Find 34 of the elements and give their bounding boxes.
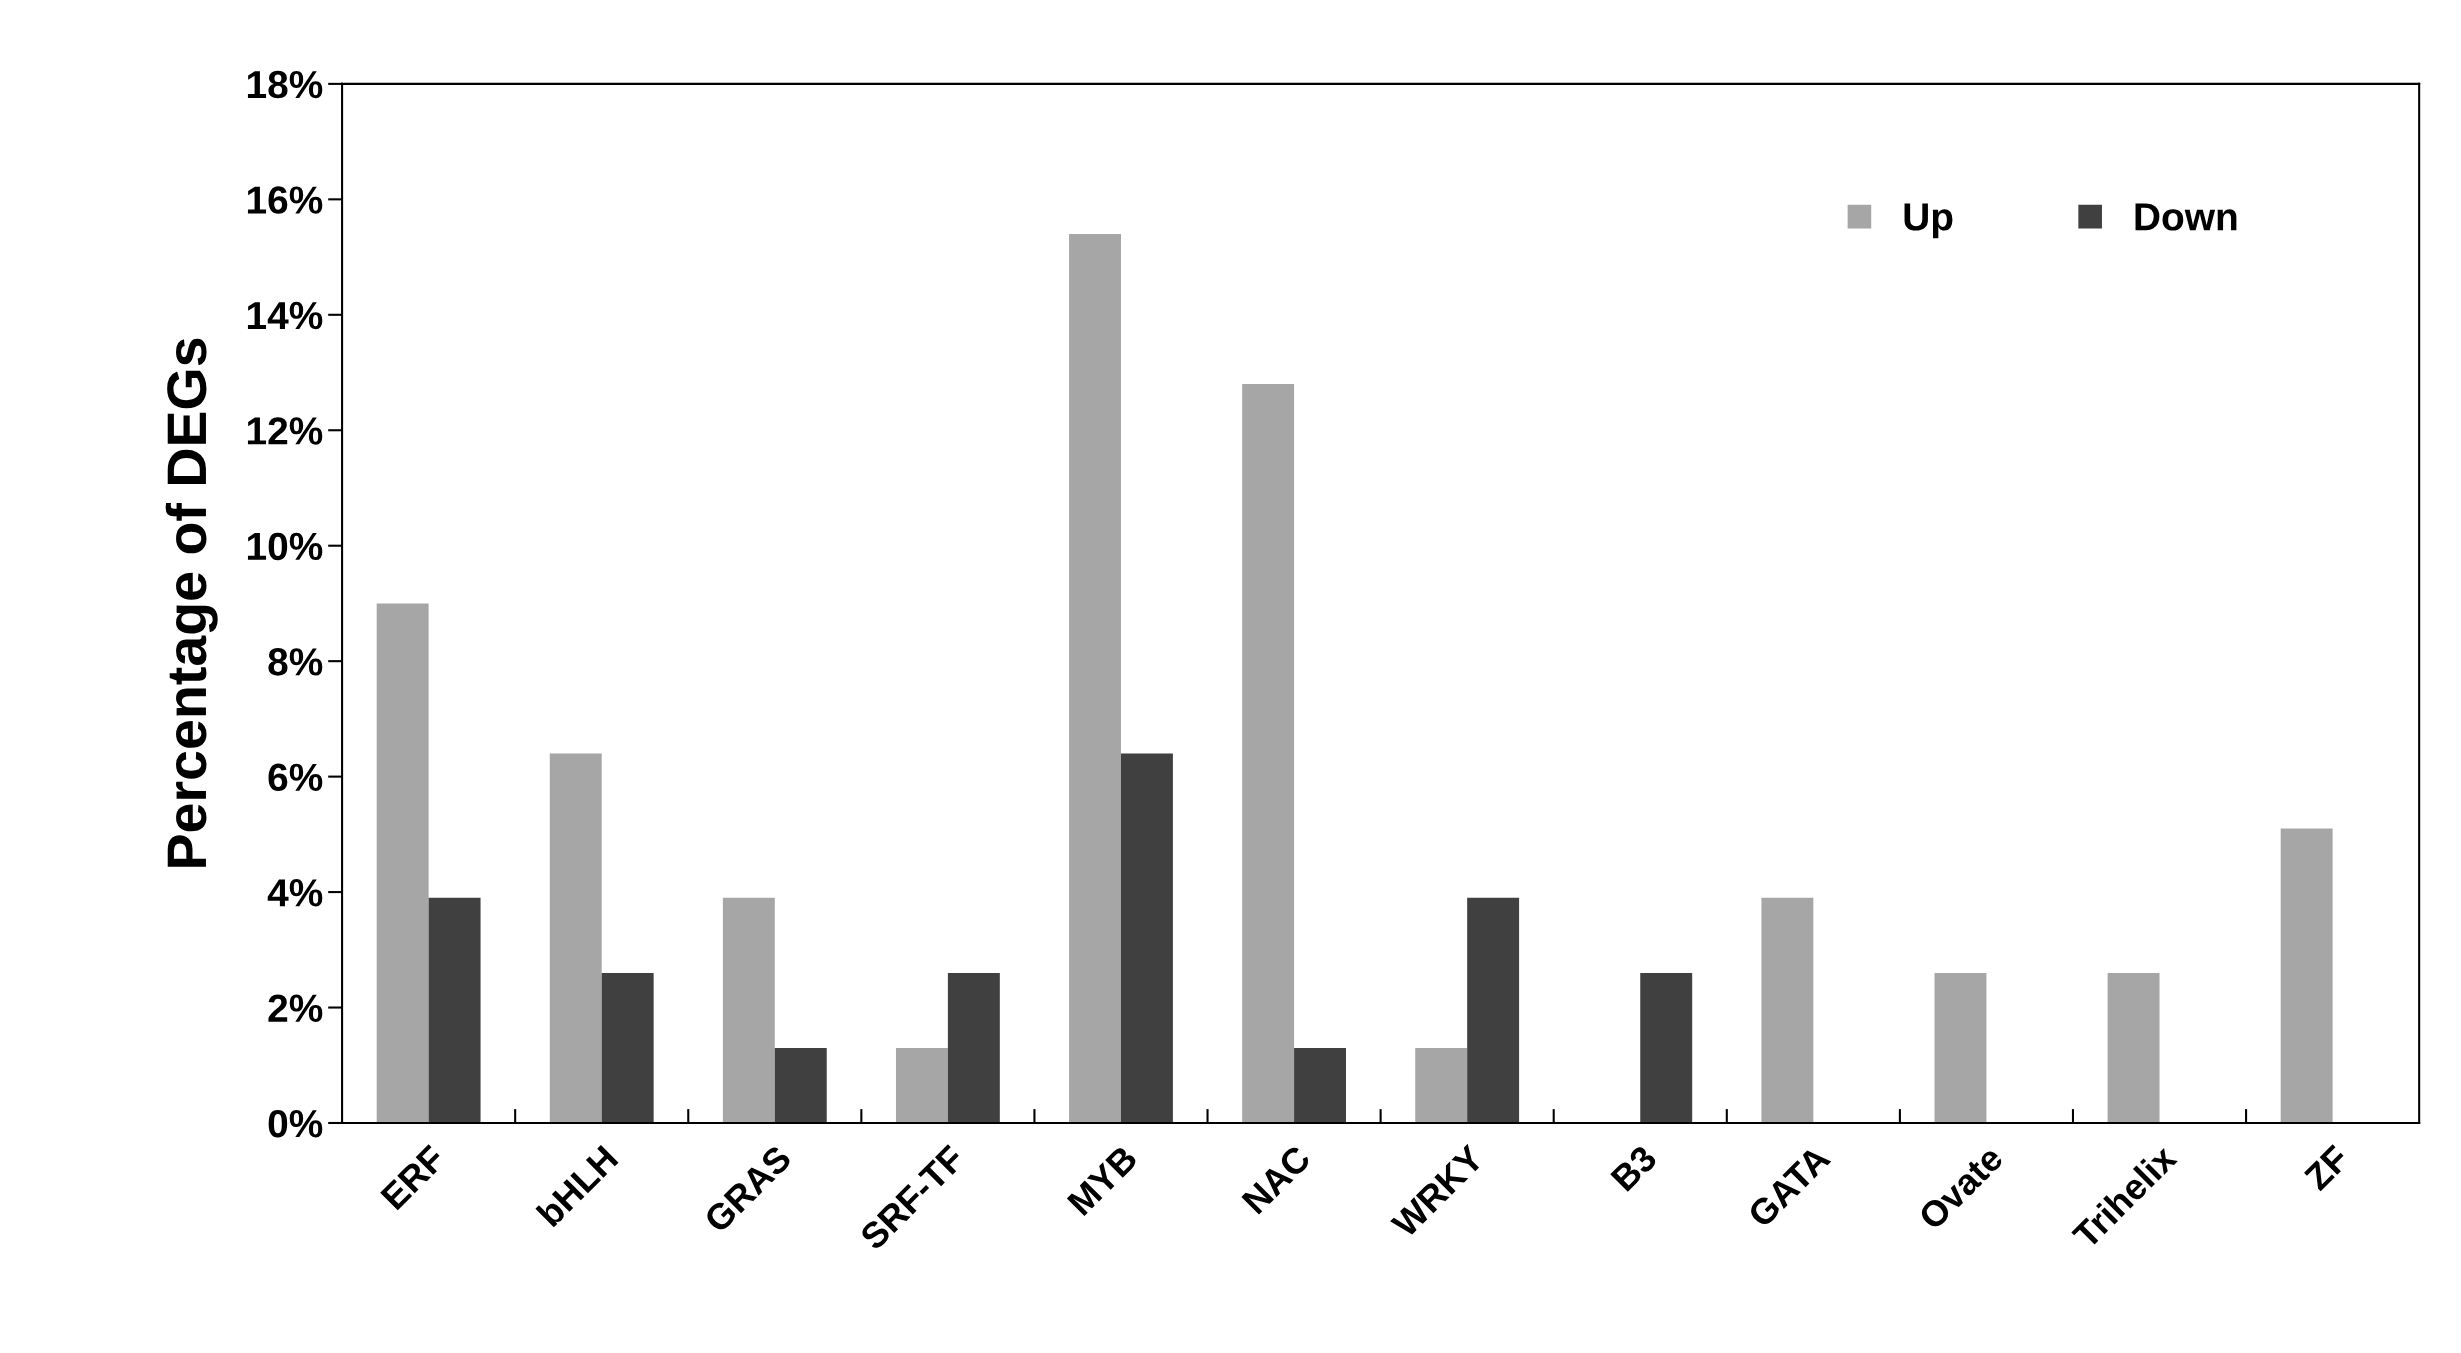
y-tick-label: 0% [268,1109,323,1138]
bar [2107,972,2160,1123]
bar [1761,897,1814,1123]
bar [1640,972,1693,1123]
bar [895,1047,948,1123]
bar [428,897,481,1123]
legend-label: Up [1904,203,1953,239]
y-tick-label: 14% [247,301,323,330]
bar [601,972,654,1123]
legend-label: Down [2135,203,2237,231]
bar [947,972,1000,1123]
x-tick-label: B3 [1610,1144,1659,1193]
y-tick-label: 10% [247,532,323,561]
y-axis-title: Percentage of DEGs [165,338,218,867]
y-tick-label: 8% [268,648,323,676]
bar [1120,753,1173,1123]
bar [1467,897,1520,1123]
y-tick-label: 4% [267,879,323,907]
y-tick-label: 12% [247,417,323,445]
bar [1069,233,1121,1123]
y-tick-label: 16% [247,186,323,214]
bar [376,603,429,1123]
bar [774,1047,827,1123]
bar [549,753,602,1123]
bar [1294,1047,1346,1123]
y-tick-label: 6% [268,763,323,792]
bar [1242,384,1295,1123]
y-tick-label: 18% [247,70,323,99]
bar [722,897,775,1123]
bar [1934,972,1987,1123]
bar [2280,828,2333,1123]
y-tick-label: 2% [268,994,323,1022]
x-tick-label: ZF [2303,1144,2351,1192]
bar [1415,1047,1468,1123]
